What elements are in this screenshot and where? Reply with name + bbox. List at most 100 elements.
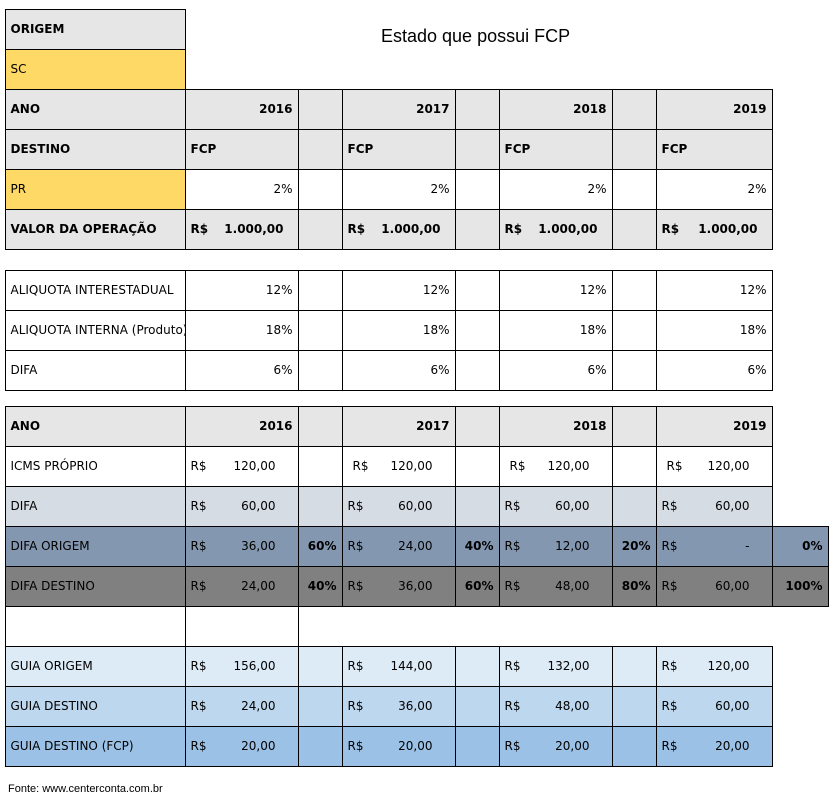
calc-row-label[interactable]: DIFA ORIGEM [4, 525, 186, 567]
aliquota-value[interactable]: 6% [184, 349, 299, 391]
destino-fcp[interactable]: FCP [184, 128, 299, 170]
aliquota-spacer[interactable] [454, 309, 500, 351]
guia-value[interactable]: R$ 20,00 [498, 725, 613, 767]
ano-spacer[interactable] [297, 88, 343, 130]
calc-ano-spacer[interactable] [454, 405, 500, 447]
calc-value[interactable]: R$ 36,00 [184, 525, 299, 567]
guia-spacer[interactable] [611, 725, 657, 767]
calc-ano-label[interactable]: ANO [4, 405, 186, 447]
guia-value[interactable]: R$ 132,00 [498, 645, 613, 687]
calc-value[interactable]: R$ 120,00 [655, 445, 773, 487]
year-header[interactable]: 2018 [498, 88, 613, 130]
aliquota-value[interactable]: 12% [655, 269, 773, 311]
guia-value[interactable]: R$ 24,00 [184, 685, 299, 727]
guia-value[interactable]: R$ 120,00 [655, 645, 773, 687]
guia-spacer[interactable] [297, 725, 343, 767]
calc-value[interactable]: R$ 120,00 [341, 445, 456, 487]
guia-label[interactable]: GUIA DESTINO [4, 685, 186, 727]
ano-spacer[interactable] [454, 88, 500, 130]
calc-value[interactable]: R$ 48,00 [498, 565, 613, 607]
calc-value[interactable]: R$ 60,00 [655, 565, 773, 607]
fcp-rate-label[interactable]: PR [4, 168, 186, 210]
origem-label[interactable]: ORIGEM [4, 8, 186, 50]
fcp-rate-value[interactable]: 2% [341, 168, 456, 210]
guia-value[interactable]: R$ 20,00 [184, 725, 299, 767]
destino-spacer[interactable] [611, 128, 657, 170]
guia-value[interactable]: R$ 144,00 [341, 645, 456, 687]
guia-value[interactable]: R$ 60,00 [655, 685, 773, 727]
valor-operacao-value[interactable]: R$ 1.000,00 [184, 208, 299, 250]
valor-operacao-label[interactable]: VALOR DA OPERAÇÃO [4, 208, 186, 250]
calc-spacer[interactable] [611, 445, 657, 487]
aliquota-spacer[interactable] [454, 269, 500, 311]
aliquota-spacer[interactable] [297, 309, 343, 351]
destino-fcp[interactable]: FCP [655, 128, 773, 170]
destino-label[interactable]: DESTINO [4, 128, 186, 170]
year-header[interactable]: 2018 [498, 405, 613, 447]
fcp-rate-value[interactable]: 2% [498, 168, 613, 210]
destino-fcp[interactable]: FCP [498, 128, 613, 170]
aliquota-spacer[interactable] [611, 309, 657, 351]
guia-value[interactable]: R$ 48,00 [498, 685, 613, 727]
valor-operacao-value[interactable]: R$ 1.000,00 [655, 208, 773, 250]
calc-percent[interactable]: 80% [611, 565, 657, 607]
aliquota-spacer[interactable] [611, 349, 657, 391]
year-header[interactable]: 2017 [341, 405, 456, 447]
calc-spacer[interactable] [297, 445, 343, 487]
aliquota-label[interactable]: DIFA [4, 349, 186, 391]
aliquota-value[interactable]: 12% [341, 269, 456, 311]
calc-percent[interactable]: 20% [611, 525, 657, 567]
calc-spacer[interactable] [297, 485, 343, 527]
destino-spacer[interactable] [454, 128, 500, 170]
guia-spacer[interactable] [454, 725, 500, 767]
guia-value[interactable]: R$ 156,00 [184, 645, 299, 687]
aliquota-value[interactable]: 6% [655, 349, 773, 391]
ano-spacer[interactable] [611, 88, 657, 130]
fcp-rate-spacer[interactable] [611, 168, 657, 210]
guia-spacer[interactable] [454, 685, 500, 727]
calc-value[interactable]: R$ 24,00 [184, 565, 299, 607]
calc-spacer[interactable] [454, 485, 500, 527]
aliquota-value[interactable]: 6% [341, 349, 456, 391]
calc-value[interactable]: R$ 60,00 [655, 485, 773, 527]
year-header[interactable]: 2017 [341, 88, 456, 130]
aliquota-value[interactable]: 12% [184, 269, 299, 311]
aliquota-label[interactable]: ALIQUOTA INTERNA (Produto) [4, 309, 186, 351]
guia-spacer[interactable] [297, 645, 343, 687]
destino-fcp[interactable]: FCP [341, 128, 456, 170]
guia-value[interactable]: R$ 20,00 [655, 725, 773, 767]
calc-value[interactable]: R$ 24,00 [341, 525, 456, 567]
calc-value[interactable]: R$ 60,00 [498, 485, 613, 527]
guia-value[interactable]: R$ 20,00 [341, 725, 456, 767]
guia-value[interactable]: R$ 36,00 [341, 685, 456, 727]
calc-percent[interactable]: 40% [454, 525, 500, 567]
calc-value[interactable]: R$ - [655, 525, 773, 567]
valor-operacao-spacer[interactable] [611, 208, 657, 250]
aliquota-spacer[interactable] [611, 269, 657, 311]
guia-spacer[interactable] [611, 645, 657, 687]
calc-percent[interactable]: 60% [297, 525, 343, 567]
calc-percent[interactable]: 100% [771, 565, 829, 607]
valor-operacao-spacer[interactable] [454, 208, 500, 250]
aliquota-value[interactable]: 18% [341, 309, 456, 351]
calc-percent[interactable]: 60% [454, 565, 500, 607]
blank-cell[interactable] [184, 605, 299, 647]
calc-percent[interactable]: 0% [771, 525, 829, 567]
calc-value[interactable]: R$ 120,00 [184, 445, 299, 487]
calc-value[interactable]: R$ 60,00 [341, 485, 456, 527]
ano-label[interactable]: ANO [4, 88, 186, 130]
origem-value[interactable]: SC [4, 48, 186, 90]
aliquota-spacer[interactable] [297, 349, 343, 391]
guia-spacer[interactable] [611, 685, 657, 727]
aliquota-value[interactable]: 6% [498, 349, 613, 391]
calc-value[interactable]: R$ 60,00 [184, 485, 299, 527]
destino-spacer[interactable] [297, 128, 343, 170]
blank-cell[interactable] [4, 605, 186, 647]
calc-spacer[interactable] [454, 445, 500, 487]
aliquota-spacer[interactable] [454, 349, 500, 391]
year-header[interactable]: 2016 [184, 88, 299, 130]
aliquota-value[interactable]: 18% [655, 309, 773, 351]
calc-percent[interactable]: 40% [297, 565, 343, 607]
calc-ano-spacer[interactable] [297, 405, 343, 447]
calc-row-label[interactable]: ICMS PRÓPRIO [4, 445, 186, 487]
